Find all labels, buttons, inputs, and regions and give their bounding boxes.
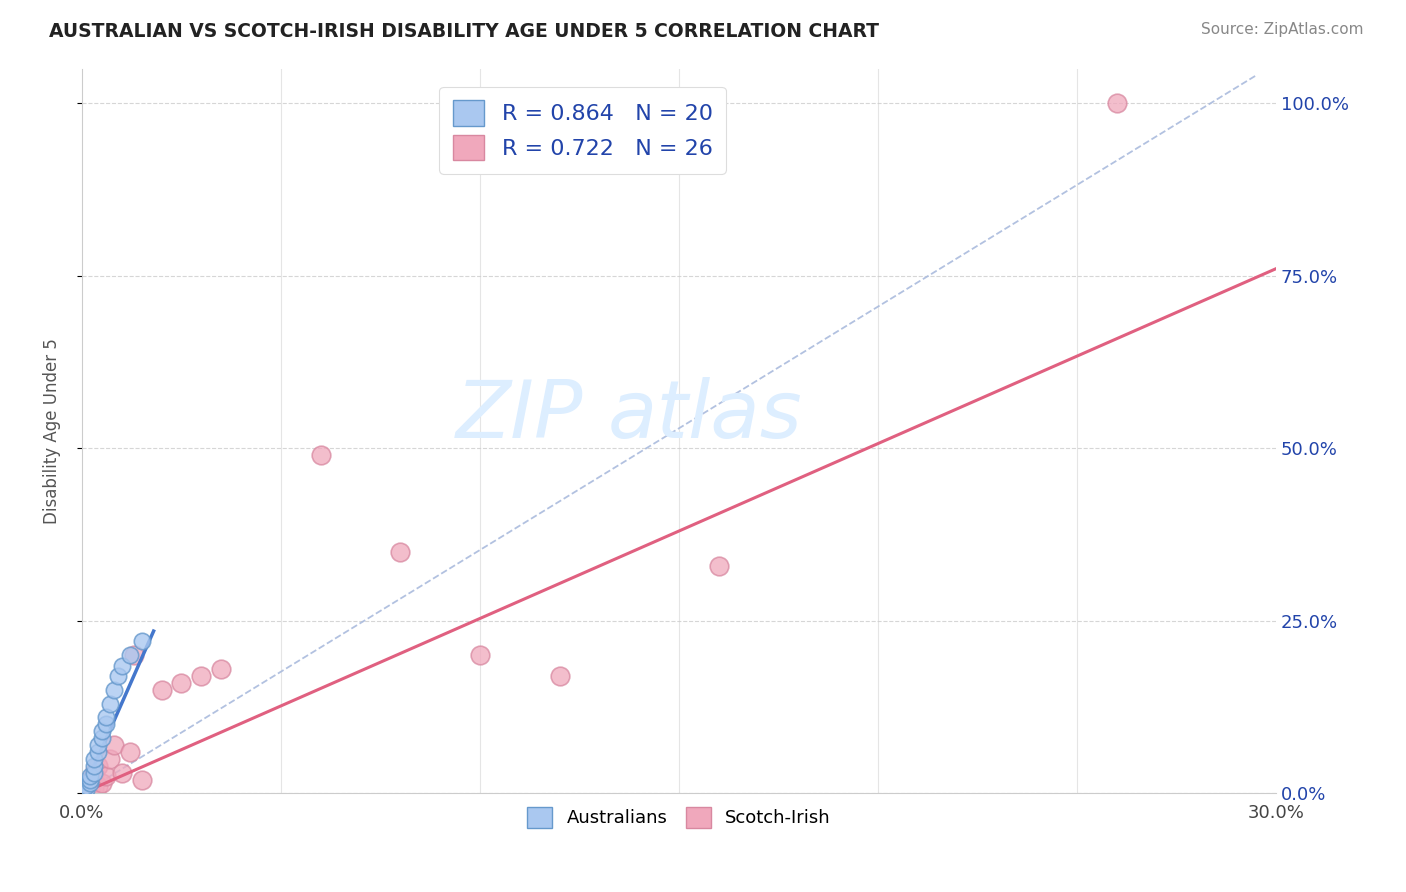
Point [111, 658, 134, 673]
Point [103, 682, 125, 697]
Text: ZIP: ZIP [456, 377, 583, 456]
Text: Source: ZipAtlas.com: Source: ZipAtlas.com [1201, 22, 1364, 37]
Point [75, 783, 97, 797]
Point [83, 765, 105, 780]
Point [131, 634, 153, 648]
Point [118, 648, 141, 663]
Point [94, 769, 117, 783]
Point [468, 648, 491, 663]
Point [98, 697, 121, 711]
Point [75, 780, 97, 794]
Point [1105, 96, 1128, 111]
Point [98, 752, 121, 766]
Point [83, 752, 105, 766]
Point [209, 662, 232, 676]
Point [103, 738, 125, 752]
Point [79, 772, 101, 787]
Point [87, 758, 110, 772]
Legend: Australians, Scotch-Irish: Australians, Scotch-Irish [520, 800, 838, 835]
Point [83, 765, 105, 780]
Point [548, 669, 571, 683]
Point [90, 776, 112, 790]
Point [94, 710, 117, 724]
Point [707, 558, 730, 573]
Point [150, 682, 173, 697]
Point [90, 724, 112, 739]
Point [122, 648, 145, 663]
Point [111, 765, 134, 780]
Point [170, 676, 193, 690]
Point [79, 776, 101, 790]
Point [79, 783, 101, 797]
Point [75, 780, 97, 794]
Point [83, 758, 105, 772]
Text: AUSTRALIAN VS SCOTCH-IRISH DISABILITY AGE UNDER 5 CORRELATION CHART: AUSTRALIAN VS SCOTCH-IRISH DISABILITY AG… [49, 22, 879, 41]
Point [118, 745, 141, 759]
Y-axis label: Disability Age Under 5: Disability Age Under 5 [44, 338, 60, 524]
Point [83, 780, 105, 795]
Point [79, 772, 101, 787]
Point [309, 448, 332, 462]
Point [107, 669, 129, 683]
Point [190, 669, 212, 683]
Text: atlas: atlas [607, 377, 801, 456]
Point [79, 769, 101, 783]
Point [90, 731, 112, 745]
Point [87, 745, 110, 759]
Point [75, 784, 97, 798]
Point [87, 780, 110, 794]
Point [131, 772, 153, 787]
Point [389, 545, 412, 559]
Point [94, 717, 117, 731]
Point [87, 738, 110, 752]
